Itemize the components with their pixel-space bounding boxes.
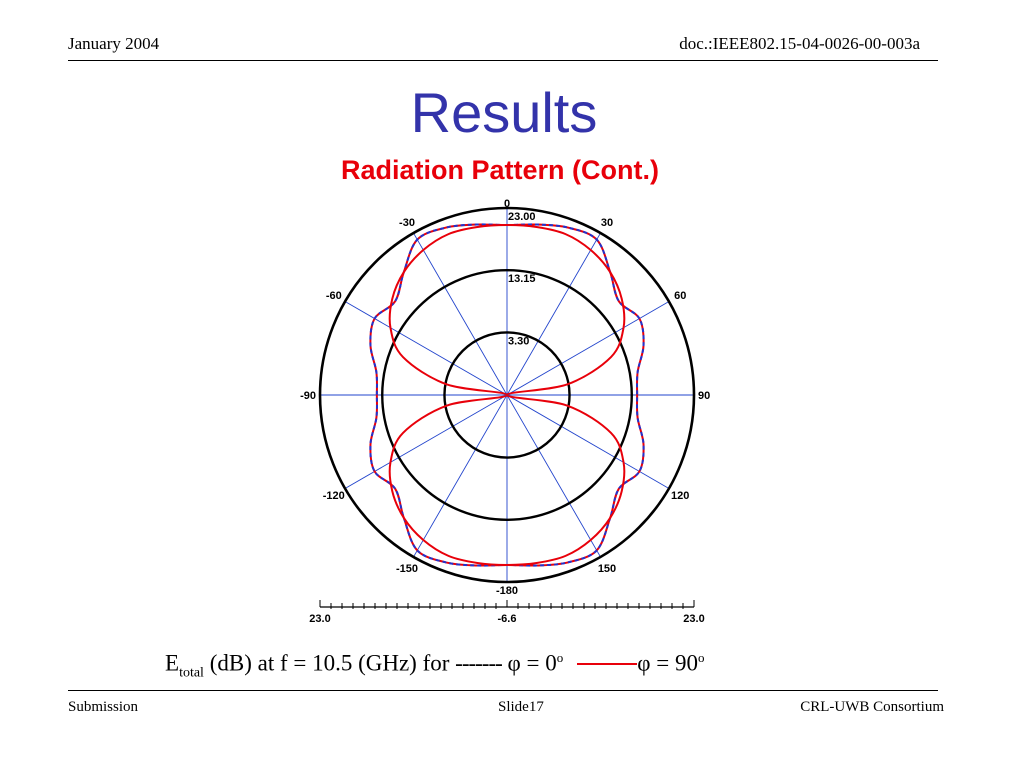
- ring-label-2: 3.30: [508, 335, 529, 347]
- angle-label--180: -180: [496, 585, 518, 597]
- legend-dashed-sample: -------: [455, 650, 503, 676]
- legend-series1-degree: o: [556, 650, 564, 665]
- slide-subtitle: Radiation Pattern (Cont.): [341, 155, 659, 185]
- caption-text: (dB) at f = 10.5 (GHz) for: [203, 650, 456, 676]
- header-doc-id: doc.:IEEE802.15-04-0026-00-003a: [679, 34, 920, 53]
- header-rule: [68, 60, 938, 61]
- ring-labels: 23.00 13.15 3.30: [508, 211, 536, 347]
- angle-label-60: 60: [674, 290, 686, 302]
- ring-label-0: 23.00: [508, 211, 536, 223]
- polar-rings: [318, 206, 696, 584]
- angle-label--120: -120: [323, 490, 345, 502]
- ring-label-1: 13.15: [508, 273, 536, 285]
- angle-label--30: -30: [399, 217, 415, 229]
- caption-e: E: [165, 650, 180, 676]
- angle-label--90: -90: [300, 390, 316, 402]
- angle-labels: 0 30 60 90 120 150 -180 -150 -120 -90 -60 -30: [300, 198, 710, 597]
- scale-bar-label-1: -6.6: [498, 613, 517, 625]
- footer-organization: CRL-UWB Consortium: [800, 699, 944, 715]
- footer-submission: Submission: [68, 699, 139, 715]
- scale-bar-label-0: 23.0: [309, 613, 330, 625]
- angle-label-0: 0: [504, 198, 510, 210]
- angle-label-120: 120: [671, 490, 689, 502]
- slide-title: Results: [410, 81, 598, 144]
- series-layer: [369, 223, 645, 567]
- ring-0: [318, 206, 696, 584]
- angle-label--150: -150: [396, 563, 418, 575]
- angle-label--60: -60: [326, 290, 342, 302]
- angle-label-150: 150: [598, 563, 616, 575]
- series-phi90: [388, 224, 626, 566]
- legend-series2-degree: o: [698, 650, 705, 665]
- scale-bar-label-2: 23.0: [683, 613, 704, 625]
- ring-1: [381, 269, 633, 521]
- chart-caption: Etotal (dB) at f = 10.5 (GHz) for ------…: [165, 650, 705, 681]
- ring-2: [443, 331, 571, 459]
- legend-solid-sample: [577, 663, 638, 666]
- angle-label-30: 30: [601, 217, 613, 229]
- caption-e-sub: total: [179, 665, 204, 681]
- angle-label-90: 90: [698, 390, 710, 402]
- footer-slide-number: Slide17: [498, 699, 544, 715]
- footer-rule: [68, 690, 938, 691]
- scale-bar: 23.0 -6.6 23.0: [309, 600, 705, 625]
- legend-series1-label: φ = 0: [501, 650, 557, 676]
- header-date: January 2004: [68, 34, 160, 53]
- legend-series2-label: φ = 90: [637, 650, 699, 676]
